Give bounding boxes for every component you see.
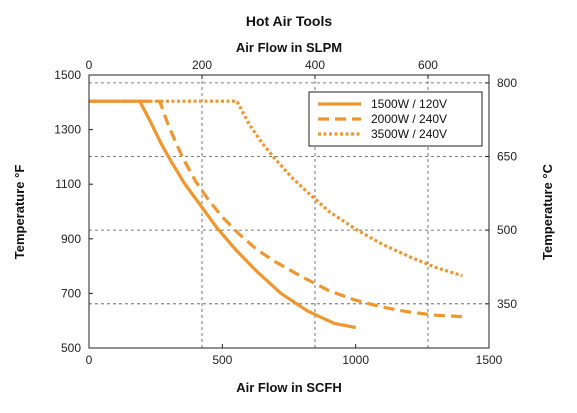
series-line-1 (89, 99, 357, 330)
x2-tick-label: 600 (418, 58, 438, 72)
y2-tick-label: 500 (497, 223, 517, 237)
y2-tick-label: 650 (497, 150, 517, 164)
series-lines (89, 99, 463, 330)
series-line-2 (89, 99, 463, 319)
right-axis-title: Temperature °C (540, 163, 555, 260)
axis-ticks: 0 500 1000 1500 500 700 900 1100 1300 1500 0 200 400… (54, 58, 517, 367)
y-tick-label: 1100 (55, 177, 81, 191)
x2-tick-label: 0 (86, 58, 93, 72)
legend-label-3: 3500W / 240V (371, 127, 447, 141)
top-axis-title: Air Flow in SLPM (236, 40, 342, 55)
legend-label-1: 1500W / 120V (371, 97, 447, 111)
y-tick-label: 900 (61, 232, 81, 246)
plot-frame (88, 74, 490, 349)
y-tick-label: 500 (61, 341, 81, 355)
y-tick-label: 1500 (54, 68, 81, 82)
series-line-3 (89, 99, 463, 278)
chart-title: Hot Air Tools (246, 13, 333, 29)
y-tick-label: 1300 (54, 123, 81, 137)
x2-tick-label: 200 (192, 58, 212, 72)
grid-lines (89, 75, 489, 348)
y2-tick-label: 800 (497, 76, 517, 90)
legend-label-2: 2000W / 240V (371, 112, 447, 126)
x2-tick-label: 400 (305, 58, 325, 72)
y-tick-label: 700 (61, 286, 81, 300)
bottom-axis-title: Air Flow in SCFH (236, 380, 341, 395)
x-tick-label: 1000 (342, 353, 369, 367)
x-tick-label: 1500 (476, 353, 503, 367)
y2-tick-label: 350 (497, 297, 517, 311)
x-tick-label: 0 (86, 353, 93, 367)
x-tick-label: 500 (212, 353, 232, 367)
left-axis-title: Temperature °F (12, 165, 27, 260)
